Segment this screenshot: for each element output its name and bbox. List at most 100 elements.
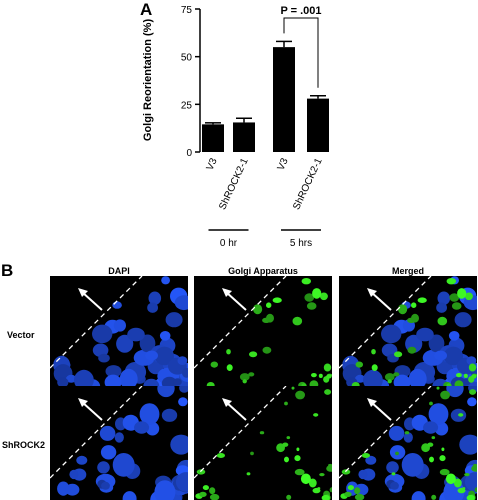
nucleus-blob (437, 291, 451, 305)
nucleus-blob (101, 481, 110, 490)
golgi-spot (468, 363, 477, 372)
golgi-spot (436, 386, 440, 390)
nucleus-blob (436, 302, 447, 313)
nucleus-blob (446, 386, 464, 398)
nucleus-blob (174, 295, 188, 311)
golgi-spot (411, 313, 419, 323)
migration-arrow (81, 401, 103, 421)
wound-edge-line (194, 386, 287, 479)
golgi-spot (458, 413, 464, 417)
golgi-spot (393, 372, 400, 377)
micrograph-image (194, 386, 332, 500)
golgi-spot (453, 478, 462, 488)
bar (202, 124, 224, 152)
chart-bars (202, 40, 329, 153)
micrograph-shrock2-dapi (50, 386, 188, 500)
arrow-head (367, 398, 377, 407)
micrograph-shrock2-merged (339, 386, 477, 500)
golgi-spot (321, 494, 330, 500)
significance-annotation: P = .001 (280, 5, 322, 88)
golgi-spot (404, 431, 410, 435)
golgi-spot (284, 456, 289, 463)
nucleus-blob (127, 327, 145, 342)
row-label-vector: Vector (7, 330, 35, 340)
golgi-spot (311, 373, 317, 378)
nucleus-blob (97, 461, 110, 474)
y-tick-label: 50 (181, 53, 193, 64)
nucleus-blob (416, 327, 434, 342)
nucleus-blob (100, 445, 117, 460)
nucleus-blob (355, 374, 366, 383)
nucleus-blob (92, 324, 113, 344)
golgi-spot (355, 361, 363, 368)
nucleus-blob (99, 425, 116, 441)
golgi-spot (294, 455, 301, 462)
row-label-shrock2: ShROCK2 (2, 440, 46, 450)
nucleus-blob (98, 353, 110, 363)
golgi-spot (431, 494, 437, 500)
micrograph-vector-dapi (50, 276, 188, 390)
nucleus-blob (454, 312, 472, 328)
nucleus-blob (113, 319, 126, 332)
arrow-head (78, 398, 88, 407)
golgi-spot (429, 456, 434, 463)
x-tick-label: V3 (205, 156, 220, 172)
golgi-spot (394, 351, 403, 358)
nucleus-blob (434, 350, 447, 361)
x-tick-label: ShROCK2-1 (217, 156, 251, 211)
nucleus-blob (159, 331, 171, 341)
micrograph-image (339, 276, 477, 390)
golgi-spot (371, 349, 376, 355)
wound-edge-line (339, 386, 432, 479)
golgi-spot (312, 288, 322, 299)
golgi-spot (398, 304, 408, 315)
panel-a-letter: A (140, 0, 153, 19)
y-tick-label: 0 (186, 148, 192, 159)
arrow-head (222, 288, 232, 297)
golgi-spot (445, 473, 456, 485)
nucleus-blob (76, 455, 88, 465)
golgi-spot (246, 472, 251, 476)
nucleus-blob (148, 291, 162, 305)
micrograph-vector-merged (339, 276, 477, 390)
nucleus-blob (170, 434, 188, 455)
nucleus-blob (66, 374, 77, 383)
golgi-spot (326, 374, 332, 379)
golgi-spot (323, 363, 332, 372)
wound-edge-line (339, 276, 432, 369)
x-tick-label: ShROCK2-1 (291, 156, 325, 211)
significance-bracket (283, 17, 319, 88)
nucleus-blob (105, 365, 122, 378)
golgi-spot (347, 485, 354, 491)
golgi-spot (306, 302, 317, 310)
golgi-spot (474, 487, 477, 493)
golgi-spot (411, 302, 417, 308)
golgi-spot (469, 389, 477, 395)
golgi-spot (439, 455, 446, 462)
group-label: 5 hrs (290, 238, 312, 249)
nucleus-blob (112, 301, 122, 309)
golgi-spot (253, 304, 263, 315)
golgi-spot (427, 442, 434, 447)
chart-axes: 0 25 50 75 (181, 5, 201, 159)
golgi-spot (384, 373, 395, 381)
nucleus-blob (179, 386, 188, 393)
micrograph-vector-golgi (194, 276, 332, 390)
golgi-spot (417, 297, 427, 303)
golgi-spot (319, 473, 325, 477)
golgi-spot (292, 316, 303, 326)
nucleus-blob (363, 369, 383, 390)
nucleus-blob (401, 453, 424, 477)
nucleus-blob (145, 350, 158, 361)
golgi-spot (286, 494, 292, 500)
golgi-spot (371, 364, 378, 371)
nucleus-blob (181, 367, 188, 378)
golgi-spot (226, 364, 233, 371)
wound-edge-line (194, 276, 287, 369)
golgi-spot (464, 292, 473, 301)
golgi-spot (202, 485, 209, 491)
nucleus-blob (390, 481, 399, 490)
golgi-spot (284, 401, 288, 406)
